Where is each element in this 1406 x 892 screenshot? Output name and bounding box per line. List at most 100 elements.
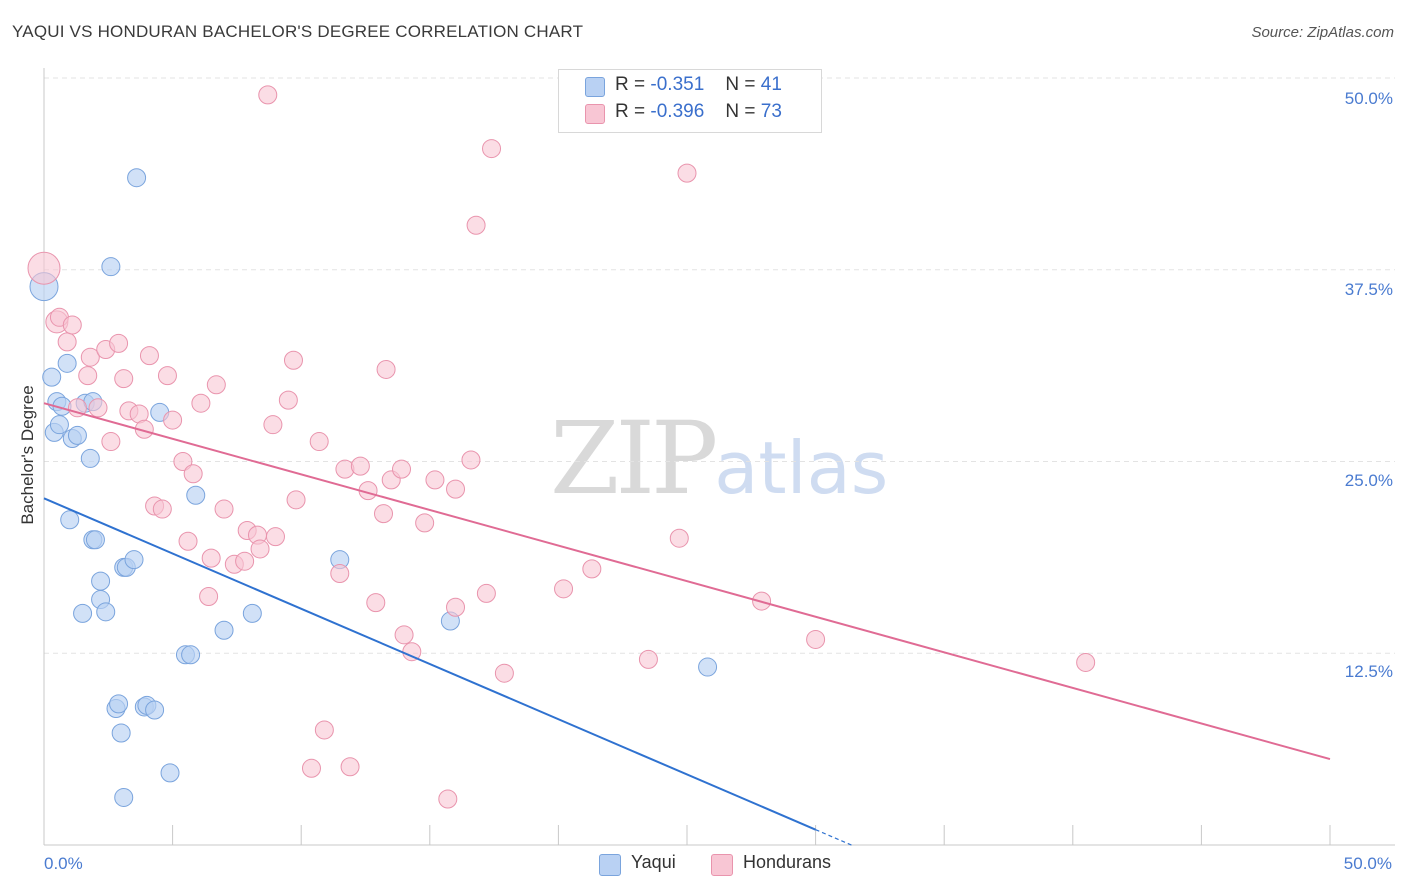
honduran-point <box>235 551 255 571</box>
honduran-point <box>80 347 100 367</box>
honduran-point <box>258 85 278 105</box>
honduran-point <box>446 597 466 617</box>
honduran-points <box>27 85 1096 809</box>
yaqui-legend-swatch <box>599 854 621 876</box>
honduran-point <box>178 531 198 551</box>
yaqui-point <box>109 694 129 714</box>
yaqui-point <box>57 353 77 373</box>
yaqui-point <box>101 257 121 277</box>
y-tick-label-25: 25.0% <box>1345 471 1393 490</box>
honduran-point <box>163 410 183 430</box>
honduran-point <box>301 758 321 778</box>
honduran-point <box>806 629 826 649</box>
honduran-point <box>335 459 355 479</box>
honduran-point <box>494 663 514 683</box>
y-axis-label: Bachelor's Degree <box>18 385 37 524</box>
watermark-zip: ZIP <box>550 400 718 517</box>
honduran-point <box>263 415 283 435</box>
yaqui-point <box>60 510 80 530</box>
n-label: N = <box>725 101 756 122</box>
r-value-yaqui: -0.351 <box>650 74 705 95</box>
yaqui-point <box>160 763 180 783</box>
honduran-point <box>466 215 486 235</box>
honduran-point <box>286 490 306 510</box>
yaqui-points <box>29 168 718 807</box>
honduran-point <box>173 452 193 471</box>
honduran-point <box>199 586 219 606</box>
honduran-point <box>139 346 159 366</box>
honduran-point <box>314 720 334 740</box>
honduran-point <box>309 432 329 452</box>
yaqui-point <box>91 571 111 591</box>
yaqui-point <box>214 620 234 640</box>
honduran-point <box>392 459 412 479</box>
honduran-point <box>330 563 350 583</box>
honduran-point <box>109 333 129 353</box>
n-label: N = <box>725 74 756 95</box>
yaqui-point <box>145 700 165 720</box>
trend-lines <box>43 402 1331 847</box>
honduran-point <box>88 398 108 418</box>
honduran-point <box>394 625 414 645</box>
n-value-hondurans: 73 <box>760 101 782 122</box>
honduran-point <box>265 527 285 547</box>
honduran-point <box>677 163 697 183</box>
yaqui-point <box>42 367 62 387</box>
honduran-point <box>554 579 574 599</box>
honduran-point <box>1076 652 1096 672</box>
honduran-point <box>250 539 270 559</box>
honduran-point <box>183 464 203 484</box>
r-value-hondurans: -0.396 <box>650 101 705 122</box>
honduran-point <box>438 789 458 809</box>
yaqui-trend-extension <box>815 829 855 847</box>
yaqui-point <box>186 485 206 505</box>
honduran-point <box>57 332 77 352</box>
honduran-point <box>415 513 435 533</box>
axis-labels: Bachelor's Degree 0.0% 50.0% 50.0% 37.5%… <box>18 89 1393 873</box>
yaqui-point <box>181 645 201 665</box>
yaqui-point <box>698 657 718 677</box>
honduran-point <box>669 528 689 548</box>
r-label: R = <box>615 74 646 95</box>
honduran-point <box>461 450 481 470</box>
yaqui-point <box>80 448 100 468</box>
yaqui-point <box>111 723 131 743</box>
yaqui-point <box>124 550 144 570</box>
yaqui-trend-line <box>43 497 816 831</box>
y-tick-label-50: 50.0% <box>1345 89 1393 108</box>
honduran-point <box>283 350 303 370</box>
stats-legend: R = -0.351 N = 41 R = -0.396 N = 73 <box>558 69 822 133</box>
chart-title: YAQUI VS HONDURAN BACHELOR'S DEGREE CORR… <box>12 22 584 41</box>
y-tick-label-12: 12.5% <box>1345 662 1393 681</box>
axes <box>43 68 1395 846</box>
yaqui-point <box>67 425 87 445</box>
x-tick-label-min: 0.0% <box>44 854 83 873</box>
n-value-yaqui: 41 <box>760 74 782 95</box>
watermark-atlas: atlas <box>714 426 889 510</box>
honduran-point <box>214 499 234 519</box>
honduran-point <box>582 559 602 579</box>
honduran-point <box>638 649 658 669</box>
honduran-swatch <box>585 104 605 124</box>
honduran-point <box>67 398 87 418</box>
yaqui-point <box>127 168 147 188</box>
yaqui-point <box>114 787 134 807</box>
r-label: R = <box>615 101 646 122</box>
honduran-point <box>425 470 445 490</box>
yaqui-point <box>49 415 69 435</box>
yaqui-point <box>73 603 93 623</box>
honduran-point <box>350 456 370 476</box>
honduran-point <box>278 390 298 410</box>
honduran-point <box>374 504 394 524</box>
honduran-point <box>27 251 61 285</box>
honduran-point <box>376 359 396 379</box>
honduran-point <box>201 548 221 568</box>
yaqui-point <box>96 602 116 622</box>
honduran-point <box>62 315 82 335</box>
honduran-point <box>191 393 211 413</box>
honduran-point <box>340 757 360 777</box>
watermark: ZIPatlas <box>550 400 888 517</box>
yaqui-legend-label: Yaqui <box>631 852 676 872</box>
honduran-point <box>101 432 121 452</box>
